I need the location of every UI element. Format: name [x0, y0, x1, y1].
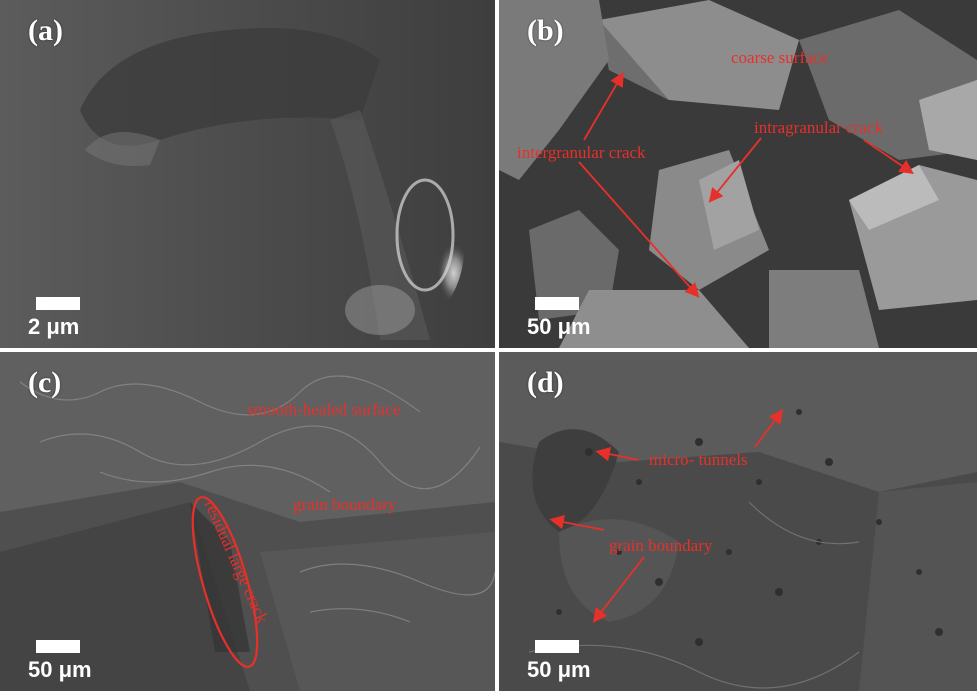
panel-a-scalebar: 2 μm [28, 297, 80, 338]
panel-d-scalebar: 50 μm [527, 640, 591, 681]
panel-a-micrograph [0, 0, 495, 348]
annotation-coarse-surface: coarse surface [731, 48, 828, 67]
scalebar-bar [535, 640, 579, 653]
panel-b: coarse surface intragranular crack inter… [499, 0, 977, 348]
annotation-intergranular-crack: intergranular crack [517, 143, 646, 162]
annotation-grain-boundary: grain boundary [609, 536, 713, 555]
annotation-intragranular-crack: intragranular crack [754, 118, 883, 137]
panel-d-label: (d) [527, 366, 564, 399]
scalebar-text: 50 μm [527, 657, 591, 682]
annotation-micro-tunnels: micro- tunnels [649, 450, 748, 469]
panel-a-label: (a) [28, 14, 63, 47]
scalebar-text: 2 μm [28, 314, 80, 339]
scalebar-text: 50 μm [28, 657, 92, 682]
panel-c: smooth-healed surface grain boundary res… [0, 352, 495, 691]
panel-a: (a) 2 μm [0, 0, 495, 348]
scalebar-text: 50 μm [527, 314, 591, 339]
panel-d: micro- tunnels grain boundary (d) 50 μm [499, 352, 977, 691]
panel-b-scalebar: 50 μm [527, 297, 591, 338]
annotation-grain-boundary: grain boundary [293, 495, 397, 514]
annotation-smooth-healed-surface: smooth-healed surface [247, 400, 401, 419]
scalebar-bar [36, 640, 80, 653]
scalebar-bar [535, 297, 579, 310]
scalebar-bar [36, 297, 80, 310]
panel-c-label: (c) [28, 366, 62, 399]
panel-c-scalebar: 50 μm [28, 640, 92, 681]
panel-b-label: (b) [527, 14, 564, 47]
